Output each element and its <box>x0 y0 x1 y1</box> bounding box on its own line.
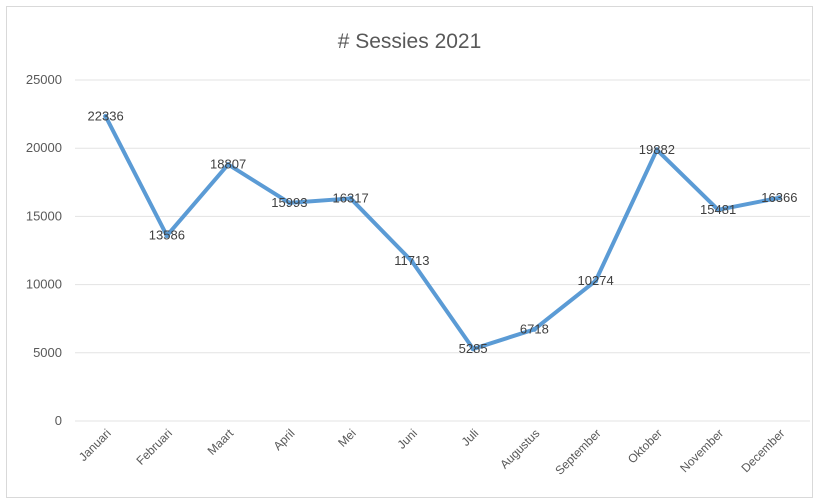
y-tick-label: 20000 <box>26 140 62 155</box>
gridlines <box>75 79 810 422</box>
data-labels: 22336 13586 18807 15993 16317 11713 5285 6718 10… <box>88 108 798 356</box>
data-point <box>654 147 660 153</box>
data-point <box>715 207 721 213</box>
x-axis-ticks: Januari Februari Maart April Mei Juni Juli Augu… <box>76 426 787 478</box>
data-label: 15481 <box>700 202 736 217</box>
data-label: 15993 <box>271 195 307 210</box>
y-tick-label: 25000 <box>26 72 62 87</box>
data-label: 5285 <box>459 341 488 356</box>
x-tick-label: Maart <box>205 426 237 458</box>
data-label: 10274 <box>578 273 614 288</box>
data-label: 19882 <box>639 142 675 157</box>
x-tick-label: Mei <box>335 426 359 450</box>
data-point <box>593 278 599 284</box>
x-tick-label: Juni <box>395 426 420 451</box>
chart-frame <box>6 6 813 498</box>
y-tick-label: 15000 <box>26 208 62 223</box>
x-tick-label: December <box>738 426 787 475</box>
data-point <box>409 258 415 264</box>
series-layer <box>103 113 782 352</box>
x-tick-label: Januari <box>76 426 114 464</box>
y-axis-ticks: 0 5000 10000 15000 20000 25000 <box>26 72 62 428</box>
data-point <box>164 233 170 239</box>
data-label: 22336 <box>88 108 124 123</box>
data-label: 11713 <box>394 253 429 268</box>
y-tick-label: 5000 <box>33 345 62 360</box>
data-point <box>225 161 231 167</box>
data-label: 16366 <box>761 190 797 205</box>
data-label: 16317 <box>333 190 369 205</box>
y-tick-label: 0 <box>55 413 62 428</box>
series-line <box>103 114 782 351</box>
x-tick-label: Oktober <box>625 426 665 466</box>
data-point <box>348 195 354 201</box>
x-tick-label: November <box>677 426 726 475</box>
data-point <box>531 326 537 332</box>
data-label: 13586 <box>149 228 185 243</box>
y-tick-label: 10000 <box>26 277 62 292</box>
data-point <box>470 346 476 352</box>
x-tick-label: Februari <box>133 426 174 467</box>
data-label: 6718 <box>520 321 549 336</box>
data-point <box>776 195 782 201</box>
data-point <box>103 113 109 119</box>
data-label: 18807 <box>210 156 246 171</box>
x-tick-label: September <box>552 426 603 477</box>
data-point <box>286 200 292 206</box>
x-tick-label: Juli <box>459 426 482 449</box>
x-tick-label: Augustus <box>497 426 542 471</box>
chart-title: # Sessies 2021 <box>337 30 482 53</box>
x-tick-label: April <box>271 426 298 453</box>
